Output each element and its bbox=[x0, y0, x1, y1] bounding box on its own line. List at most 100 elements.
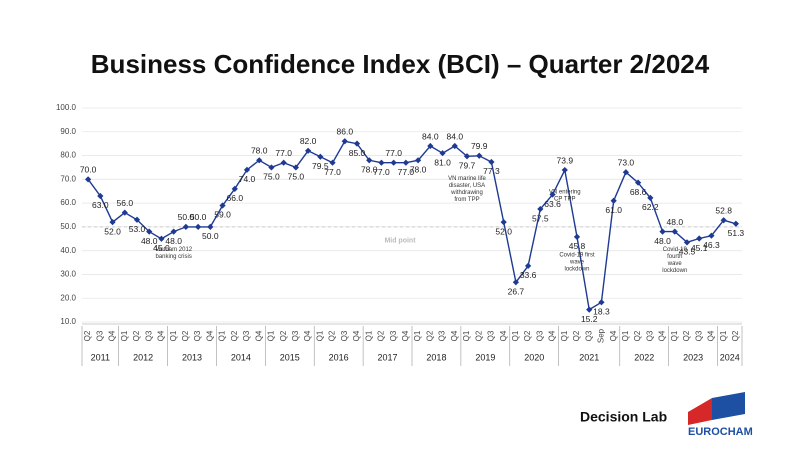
x-tick-label: Q1 bbox=[560, 330, 569, 341]
data-label: 63.6 bbox=[544, 199, 561, 209]
data-label: 77.3 bbox=[483, 166, 500, 176]
year-label: 2017 bbox=[378, 352, 398, 362]
chart-title: Business Confidence Index (BCI) – Quarte… bbox=[91, 49, 710, 79]
marker bbox=[573, 233, 581, 240]
x-tick-label: Q4 bbox=[658, 330, 667, 341]
year-label: 2013 bbox=[182, 352, 202, 362]
data-label: 73.9 bbox=[557, 155, 574, 165]
marker bbox=[488, 158, 495, 166]
x-tick-label: Q3 bbox=[95, 330, 104, 341]
x-tick-label: Q2 bbox=[474, 330, 483, 341]
marker bbox=[524, 262, 532, 269]
x-tick-label: Sep bbox=[597, 328, 606, 343]
marker bbox=[182, 223, 190, 231]
data-label: 79.7 bbox=[459, 161, 476, 171]
marker bbox=[109, 219, 116, 226]
y-tick-label: 10.0 bbox=[60, 317, 76, 326]
data-label: 68.6 bbox=[630, 187, 647, 197]
data-label: 81.0 bbox=[434, 157, 451, 167]
x-tick-label: Q3 bbox=[694, 330, 703, 341]
marker bbox=[732, 220, 740, 227]
x-tick-label: Q3 bbox=[242, 330, 251, 341]
marker bbox=[170, 228, 177, 235]
marker bbox=[586, 306, 593, 313]
data-label: 50.0 bbox=[178, 212, 195, 222]
data-label: 77.0 bbox=[275, 148, 292, 158]
data-label: 84.0 bbox=[422, 131, 439, 141]
year-label: 2023 bbox=[683, 352, 703, 362]
annotation: withdrawing bbox=[450, 190, 483, 196]
data-label: 53.0 bbox=[129, 224, 146, 234]
data-label: 48.0 bbox=[654, 236, 671, 246]
x-tick-label: Q2 bbox=[181, 330, 190, 341]
x-tick-label: Q1 bbox=[120, 330, 129, 341]
marker bbox=[390, 159, 397, 166]
x-tick-label: Q2 bbox=[633, 330, 642, 341]
x-tick-label: Q1 bbox=[621, 330, 630, 341]
data-label: 77.0 bbox=[385, 148, 402, 158]
x-tick-label: Q3 bbox=[144, 330, 153, 341]
y-tick-label: 70.0 bbox=[60, 174, 76, 183]
marker bbox=[97, 192, 104, 200]
marker bbox=[207, 223, 214, 231]
marker bbox=[158, 235, 165, 242]
annotation: wave bbox=[569, 259, 585, 265]
x-tick-label: Q3 bbox=[438, 330, 447, 341]
x-tick-label: Q1 bbox=[413, 330, 422, 341]
year-label: 2014 bbox=[231, 352, 251, 362]
annotation: banking crisis bbox=[155, 254, 191, 260]
y-tick-label: 50.0 bbox=[60, 222, 76, 231]
x-tick-label: Q1 bbox=[267, 330, 276, 341]
x-tick-label: Q3 bbox=[487, 330, 496, 341]
data-label: 52.8 bbox=[715, 205, 732, 215]
marker bbox=[378, 159, 385, 166]
annotation: VN marine life bbox=[448, 176, 486, 182]
y-tick-label: 40.0 bbox=[60, 246, 76, 255]
x-tick-label: Q3 bbox=[340, 330, 349, 341]
annotation: disaster, USA bbox=[449, 183, 485, 189]
year-label: 2018 bbox=[426, 352, 446, 362]
data-label: 79.9 bbox=[471, 141, 488, 151]
x-tick-label: Q3 bbox=[645, 330, 654, 341]
data-label: 61.0 bbox=[605, 205, 622, 215]
marker bbox=[133, 216, 141, 223]
data-label: 70.0 bbox=[80, 165, 97, 175]
x-tick-label: Q4 bbox=[108, 330, 117, 341]
marker bbox=[500, 219, 507, 226]
y-tick-label: 20.0 bbox=[60, 293, 76, 302]
x-tick-label: Q2 bbox=[523, 330, 532, 341]
marker bbox=[659, 228, 666, 235]
marker bbox=[121, 209, 128, 216]
data-label: 75.0 bbox=[263, 172, 280, 182]
x-tick-label: Q3 bbox=[584, 330, 593, 341]
data-label: 79.5 bbox=[312, 161, 329, 171]
marker bbox=[598, 299, 605, 306]
year-label: 2019 bbox=[475, 352, 495, 362]
x-tick-label: Q4 bbox=[401, 330, 410, 341]
x-tick-label: Q1 bbox=[462, 330, 471, 341]
data-label: 46.3 bbox=[703, 240, 720, 250]
annotation: fourth bbox=[667, 254, 682, 260]
year-label: 2024 bbox=[720, 352, 740, 362]
x-tick-label: Q3 bbox=[389, 330, 398, 341]
data-label: 77.0 bbox=[373, 167, 390, 177]
data-label: 45.8 bbox=[569, 241, 586, 251]
logo-flag-blue bbox=[712, 392, 745, 420]
marker bbox=[402, 159, 410, 166]
year-label: 2015 bbox=[280, 352, 300, 362]
marker bbox=[317, 153, 324, 160]
data-label: 48.0 bbox=[667, 217, 684, 227]
x-tick-label: Q4 bbox=[499, 330, 508, 341]
mid-label: Mid point bbox=[384, 238, 416, 245]
data-label: 62.2 bbox=[642, 202, 659, 212]
marker bbox=[84, 176, 92, 183]
x-tick-label: Q4 bbox=[303, 330, 312, 341]
x-tick-label: Q2 bbox=[377, 330, 386, 341]
year-label: 2016 bbox=[329, 352, 349, 362]
marker bbox=[268, 164, 275, 171]
data-label: 45.1 bbox=[691, 243, 708, 253]
data-label: 51.3 bbox=[728, 228, 745, 238]
y-tick-label: 60.0 bbox=[60, 198, 76, 207]
data-label: 18.3 bbox=[593, 307, 610, 317]
